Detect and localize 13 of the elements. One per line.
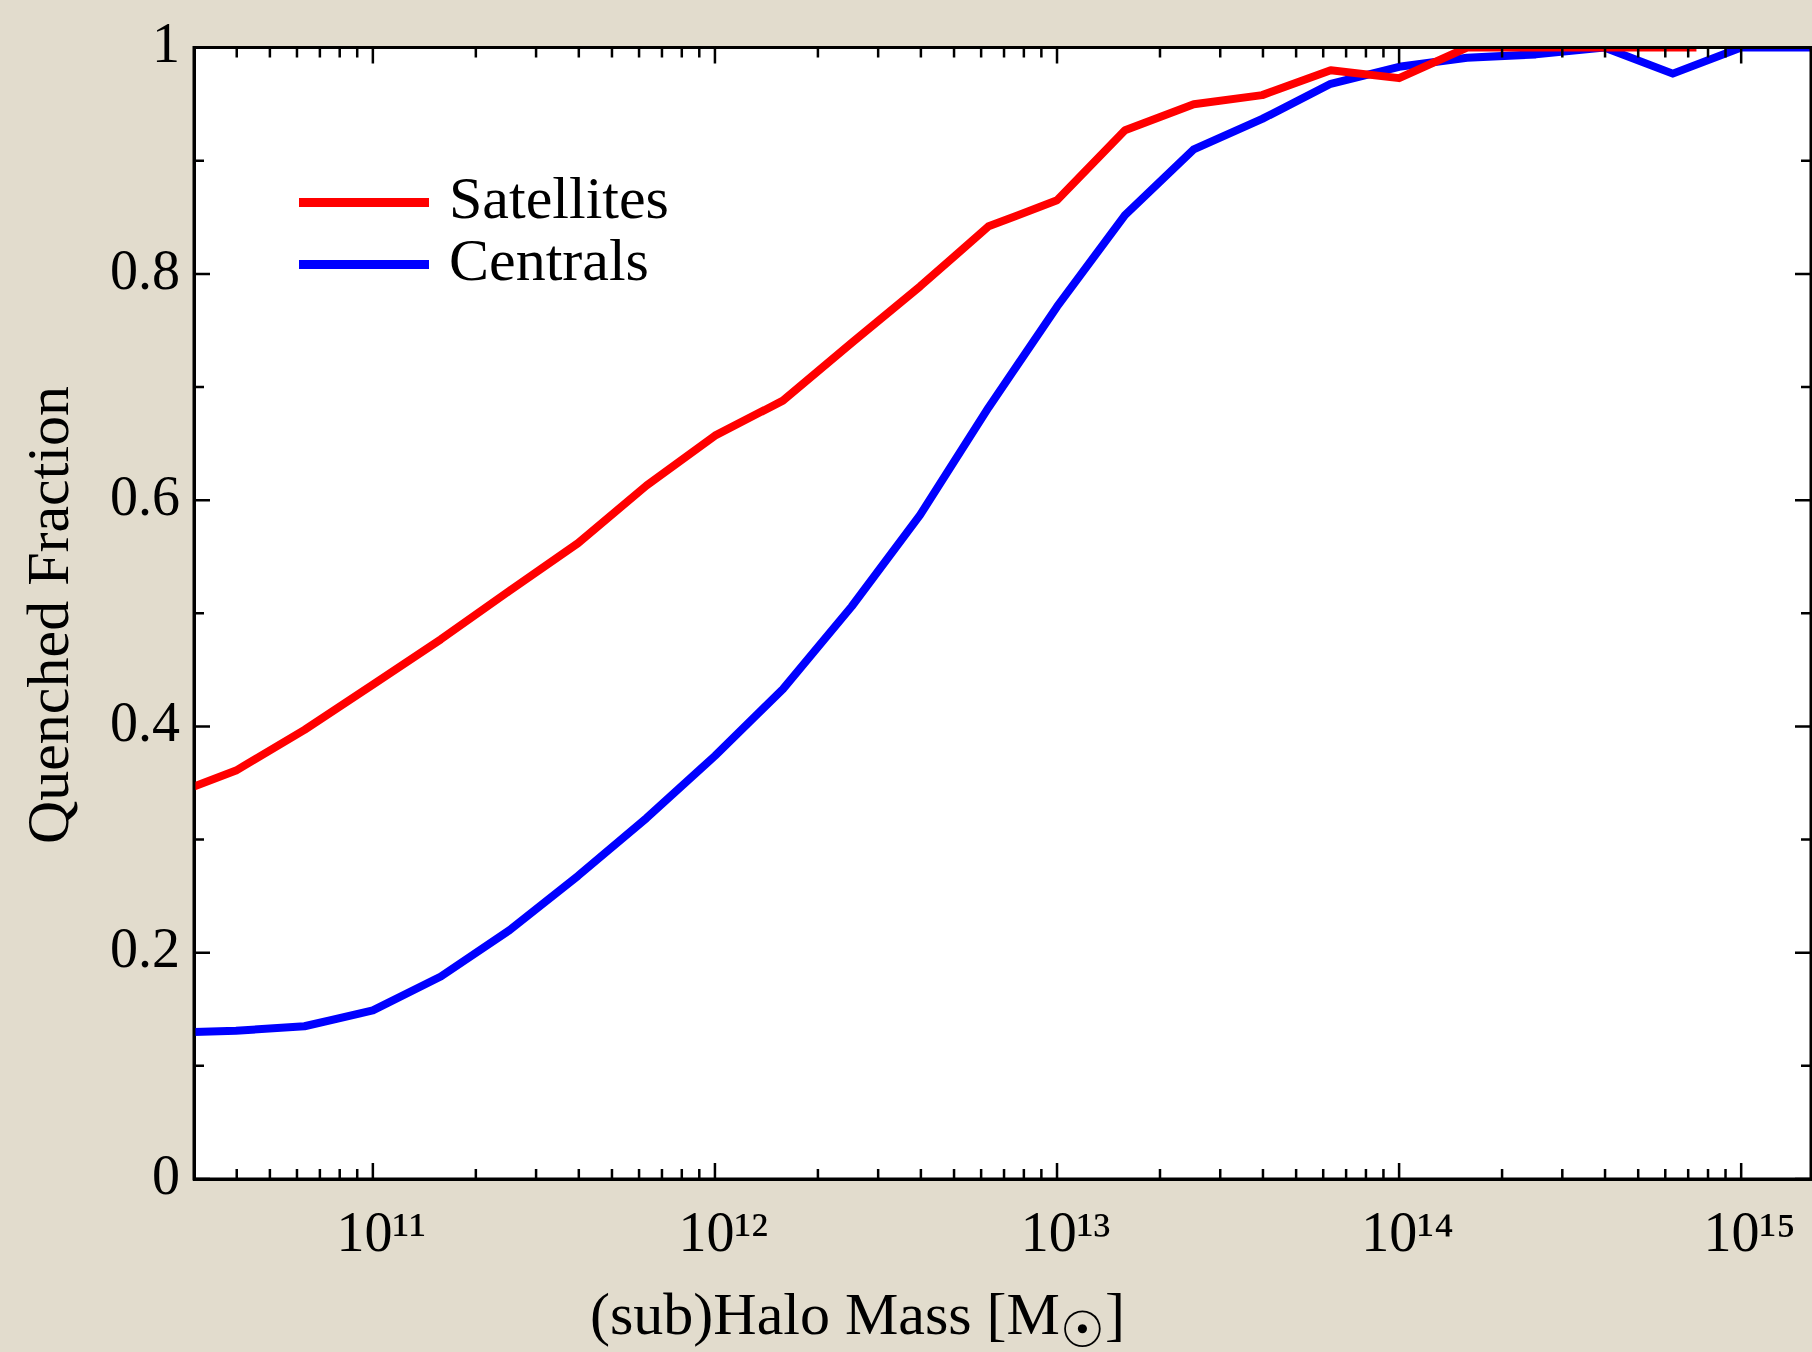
y-tick-label: 0.8 [110,238,180,301]
x-tick-label: 10¹⁴ [1361,1201,1454,1264]
x-tick-label: 10¹¹ [336,1201,427,1264]
y-tick-label: 0.2 [110,917,180,980]
x-axis-title: (sub)Halo Mass [M$_{☉}$] [590,1280,1125,1352]
x-tick-label: 10¹³ [1020,1201,1111,1264]
x-tick-label: 10¹⁵ [1703,1201,1796,1264]
x-tick-label: 10¹² [678,1201,769,1264]
y-tick-label: 0.4 [110,691,180,754]
y-tick-label: 0 [152,1143,180,1206]
y-tick-label: 1 [152,12,180,75]
y-tick-label: 0.6 [110,464,180,527]
y-axis-title: Quenched Fraction [13,385,82,845]
